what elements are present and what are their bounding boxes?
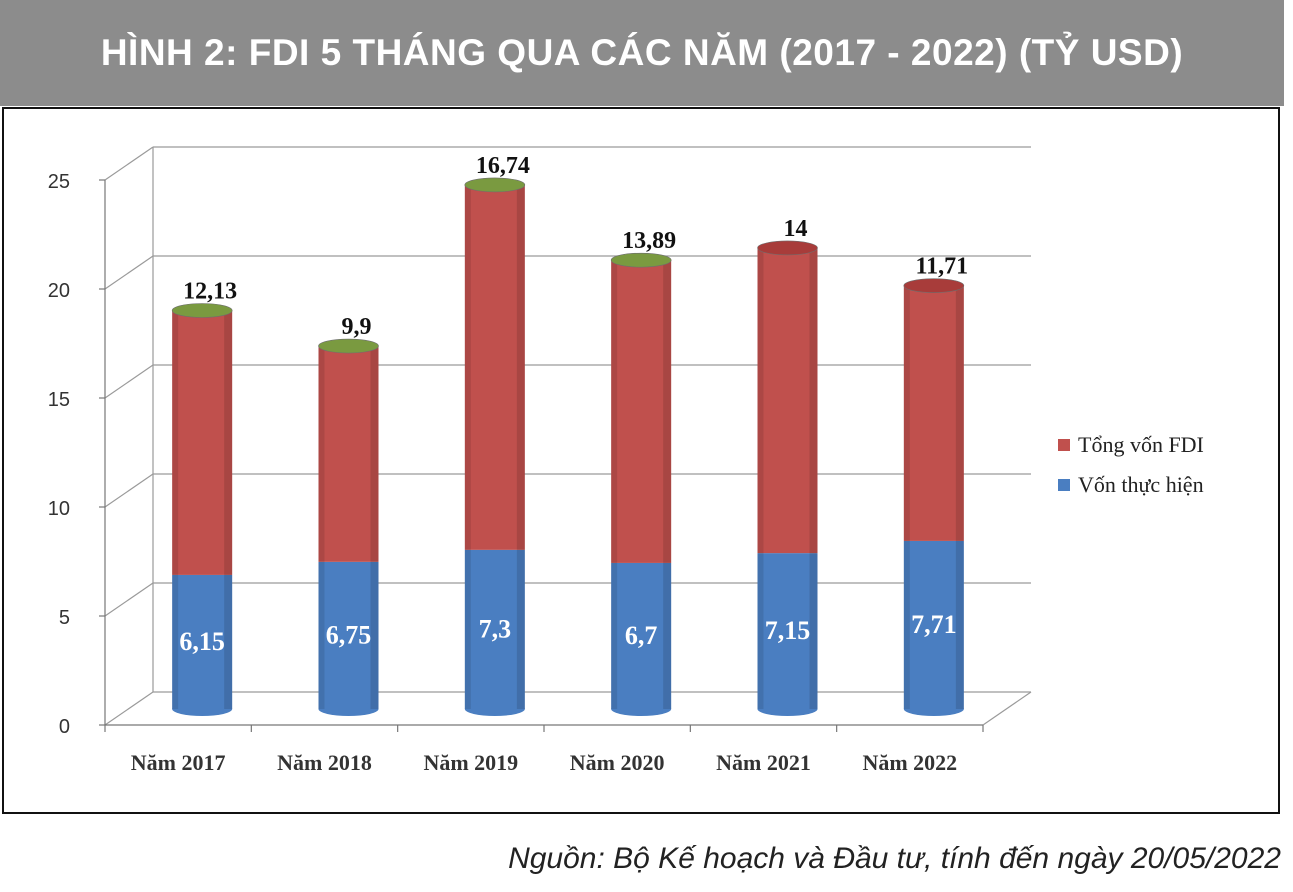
bar-total-5 (903, 285, 964, 541)
legend-label-realized: Vốn thực hiện (1078, 472, 1204, 497)
data-label-realized-5: 7,71 (911, 610, 957, 639)
data-label-total-0: 12,13 (183, 278, 237, 304)
data-label-total-5: 11,71 (915, 254, 968, 280)
bar-realized-2 (464, 549, 525, 709)
bar-total-4 (757, 247, 818, 554)
legend-label-total: Tổng vốn FDI (1078, 432, 1204, 457)
data-label-realized-1: 6,75 (326, 620, 372, 649)
y-tick-label-3: 15 (48, 389, 70, 411)
bar-realized-3 (611, 562, 672, 709)
legend-item-total: Tổng vốn FDI (1058, 425, 1204, 465)
data-label-total-1: 9,9 (342, 314, 372, 340)
bar-shade-left-4 (757, 247, 764, 709)
bar-shade-right-5 (955, 285, 964, 709)
title-bar: HÌNH 2: FDI 5 THÁNG QUA CÁC NĂM (2017 - … (0, 0, 1284, 106)
bar-top-cap-3 (610, 252, 672, 268)
gridline-side-3 (104, 364, 154, 399)
bar-realized-0 (172, 574, 233, 709)
x-category-label-5: Năm 2022 (862, 750, 957, 775)
x-category-label-3: Năm 2020 (570, 750, 665, 775)
bar-realized-base-4 (757, 702, 818, 716)
x-category-label-2: Năm 2019 (423, 750, 518, 775)
x-category-label-1: Năm 2018 (277, 750, 372, 775)
data-label-total-2: 16,74 (476, 153, 530, 179)
data-label-realized-4: 7,15 (765, 616, 811, 645)
y-tick-label-4: 20 (48, 280, 70, 302)
bar-top-cap-5 (903, 278, 965, 293)
bar-total-3 (611, 260, 672, 563)
bar-shade-right-2 (516, 184, 525, 710)
data-label-total-4: 14 (784, 216, 808, 242)
data-label-realized-3: 6,7 (625, 621, 658, 650)
legend-swatch-realized (1058, 479, 1070, 491)
chart-title: HÌNH 2: FDI 5 THÁNG QUA CÁC NĂM (2017 - … (100, 32, 1184, 73)
bar-realized-base-5 (903, 702, 964, 716)
x-category-label-0: Năm 2017 (131, 750, 226, 775)
bar-top-cap-4 (757, 240, 818, 256)
bar-shade-left-1 (318, 346, 325, 709)
y-tick-label-1: 5 (59, 607, 70, 629)
bar-shade-right-4 (809, 247, 818, 709)
bar-realized-base-1 (318, 702, 379, 716)
legend-swatch-total (1058, 439, 1070, 451)
bar-top-cap-2 (464, 177, 526, 193)
gridline-side-1 (104, 582, 154, 617)
bar-shade-right-1 (370, 346, 379, 709)
gridline-side-5 (104, 146, 154, 181)
gridline-side-0 (104, 691, 154, 726)
bar-shade-right-3 (663, 260, 672, 709)
bar-realized-base-0 (172, 702, 233, 716)
bar-shade-left-0 (172, 310, 179, 709)
source-note: Nguồn: Bộ Kế hoạch và Đầu tư, tính đến n… (508, 842, 1281, 875)
bar-realized-base-2 (464, 702, 525, 716)
y-tick-label-2: 10 (48, 498, 70, 520)
bar-shade-left-2 (464, 184, 471, 710)
floor-right-edge (982, 691, 1032, 726)
y-tick-label-5: 25 (48, 171, 70, 193)
y-tick-label-0: 0 (59, 716, 70, 738)
data-label-total-3: 13,89 (622, 228, 676, 254)
bar-realized-base-3 (611, 702, 672, 716)
gridline-side-4 (104, 255, 154, 290)
bar-realized-4 (757, 553, 818, 709)
gridline-side-2 (104, 473, 154, 508)
data-label-realized-0: 6,15 (179, 627, 225, 656)
bar-total-0 (172, 310, 233, 575)
bar-total-2 (464, 184, 525, 550)
chart-legend: Tổng vốn FDI Vốn thực hiện (1058, 425, 1204, 505)
bar-realized-1 (318, 561, 379, 709)
bar-shade-left-5 (903, 285, 910, 709)
bar-total-1 (318, 346, 379, 562)
bar-shade-left-3 (611, 260, 618, 709)
legend-item-realized: Vốn thực hiện (1058, 465, 1204, 505)
bar-shade-right-0 (224, 310, 233, 709)
bar-realized-5 (903, 540, 964, 709)
data-label-realized-2: 7,3 (479, 614, 512, 643)
bar-top-cap-0 (171, 303, 233, 318)
x-category-label-4: Năm 2021 (716, 750, 811, 775)
bar-top-cap-1 (318, 338, 379, 354)
